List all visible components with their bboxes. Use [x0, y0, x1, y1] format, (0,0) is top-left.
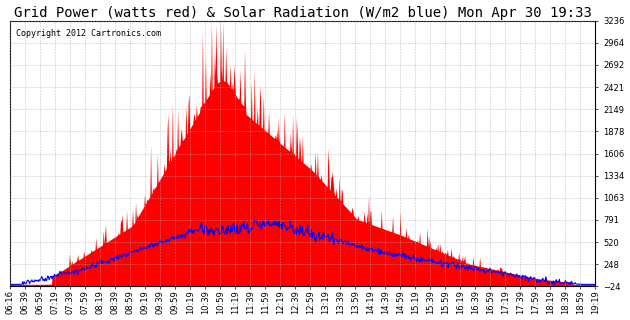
Text: Copyright 2012 Cartronics.com: Copyright 2012 Cartronics.com	[16, 29, 161, 38]
Title: Grid Power (watts red) & Solar Radiation (W/m2 blue) Mon Apr 30 19:33: Grid Power (watts red) & Solar Radiation…	[14, 5, 592, 20]
